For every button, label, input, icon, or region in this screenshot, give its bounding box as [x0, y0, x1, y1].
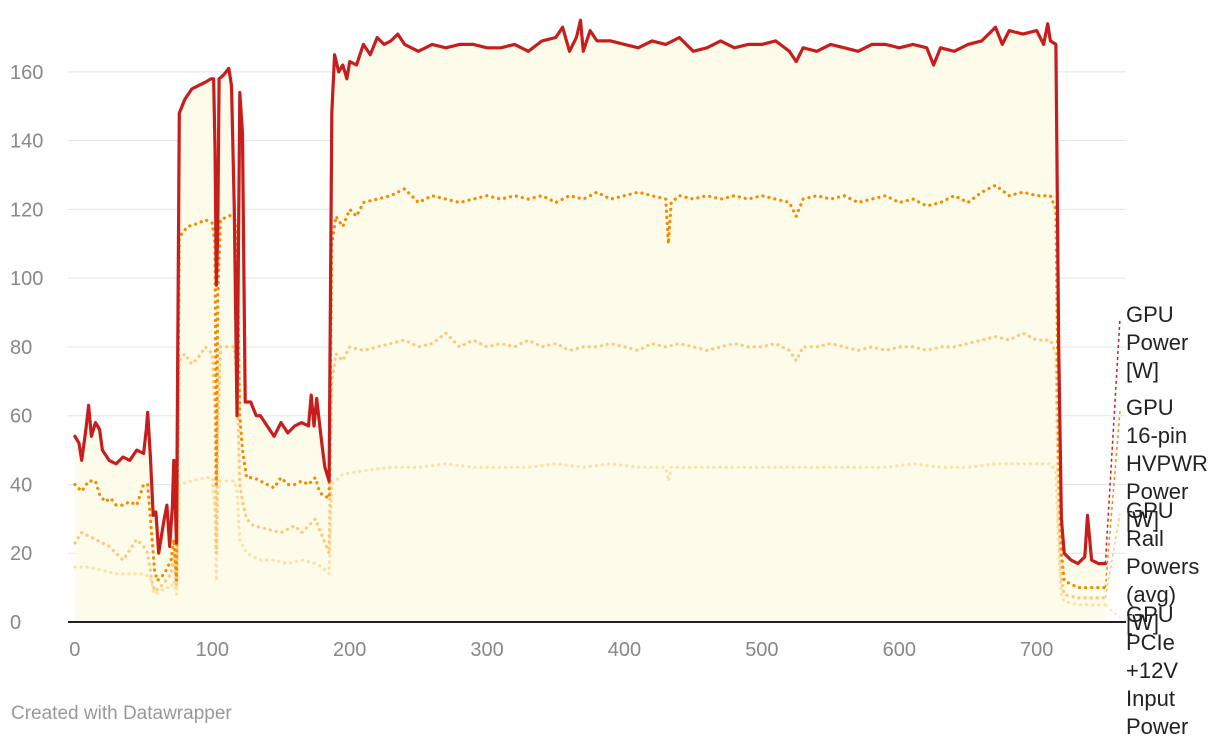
x-tick-label: 500 [745, 639, 778, 661]
legend-label-word: GPU [1126, 395, 1174, 420]
legend-label-word: [W] [1126, 358, 1159, 383]
x-tick-label: 700 [1020, 639, 1053, 661]
axes: 0 20 40 60 80 100 120 140 160 0 100 200 300 400 500 600… [10, 62, 1126, 661]
y-tick-label: 160 [10, 62, 43, 84]
legend-label-word: GPU [1126, 302, 1174, 327]
x-tick-label: 600 [883, 639, 916, 661]
x-tick-label: 0 [69, 639, 80, 661]
legend-label-word: Power [1126, 330, 1188, 355]
y-tick-label: 100 [10, 268, 43, 290]
legend-connector-3 [1104, 513, 1121, 599]
y-tick-label: 0 [10, 612, 21, 634]
series-lines [73, 18, 1107, 607]
y-tick-label: 140 [10, 131, 43, 153]
series-line-3 [73, 331, 1107, 600]
series-line-2 [73, 183, 1107, 590]
legend-label-word: HVPWR [1126, 451, 1208, 476]
legend-label-word: Power [1126, 714, 1188, 738]
x-tick-label: 300 [470, 639, 503, 661]
y-tick-label: 60 [10, 406, 32, 428]
x-tick-label: 200 [333, 639, 366, 661]
legend-label-word: +12V [1126, 658, 1178, 683]
legend-label-word: [W] [1126, 507, 1159, 532]
legend-label-word: GPU [1126, 602, 1174, 627]
legend-label-word: Input [1126, 686, 1175, 711]
legend-label-word: Power [1126, 479, 1188, 504]
y-tick-label: 120 [10, 199, 43, 221]
legend-label-word: (avg) [1126, 582, 1176, 607]
area-fill [74, 20, 1106, 623]
y-tick-label: 80 [10, 337, 32, 359]
legend-connector-1 [1104, 317, 1121, 564]
area-under-gpu-power [74, 20, 1106, 623]
y-tick-label: 40 [10, 474, 32, 496]
legend-label-word: Powers [1126, 554, 1199, 579]
legend-label-word: GPU [1126, 498, 1174, 523]
credit-text: Created with Datawrapper [11, 703, 232, 724]
y-tick-label: 20 [10, 543, 32, 565]
x-tick-label: 400 [608, 639, 641, 661]
legend-label-word: Rail [1126, 526, 1164, 551]
legend-label-word: [W] [1126, 610, 1159, 635]
legend-connector-4 [1104, 604, 1121, 619]
legend-label-word: PCIe [1126, 630, 1175, 655]
series-line-1 [73, 18, 1107, 566]
legend: GPUPower[W]GPU16-pinHVPWRPower[W]GPURail… [1104, 302, 1208, 738]
legend-label-word: 16-pin [1126, 423, 1187, 448]
x-tick-label: 100 [196, 639, 229, 661]
